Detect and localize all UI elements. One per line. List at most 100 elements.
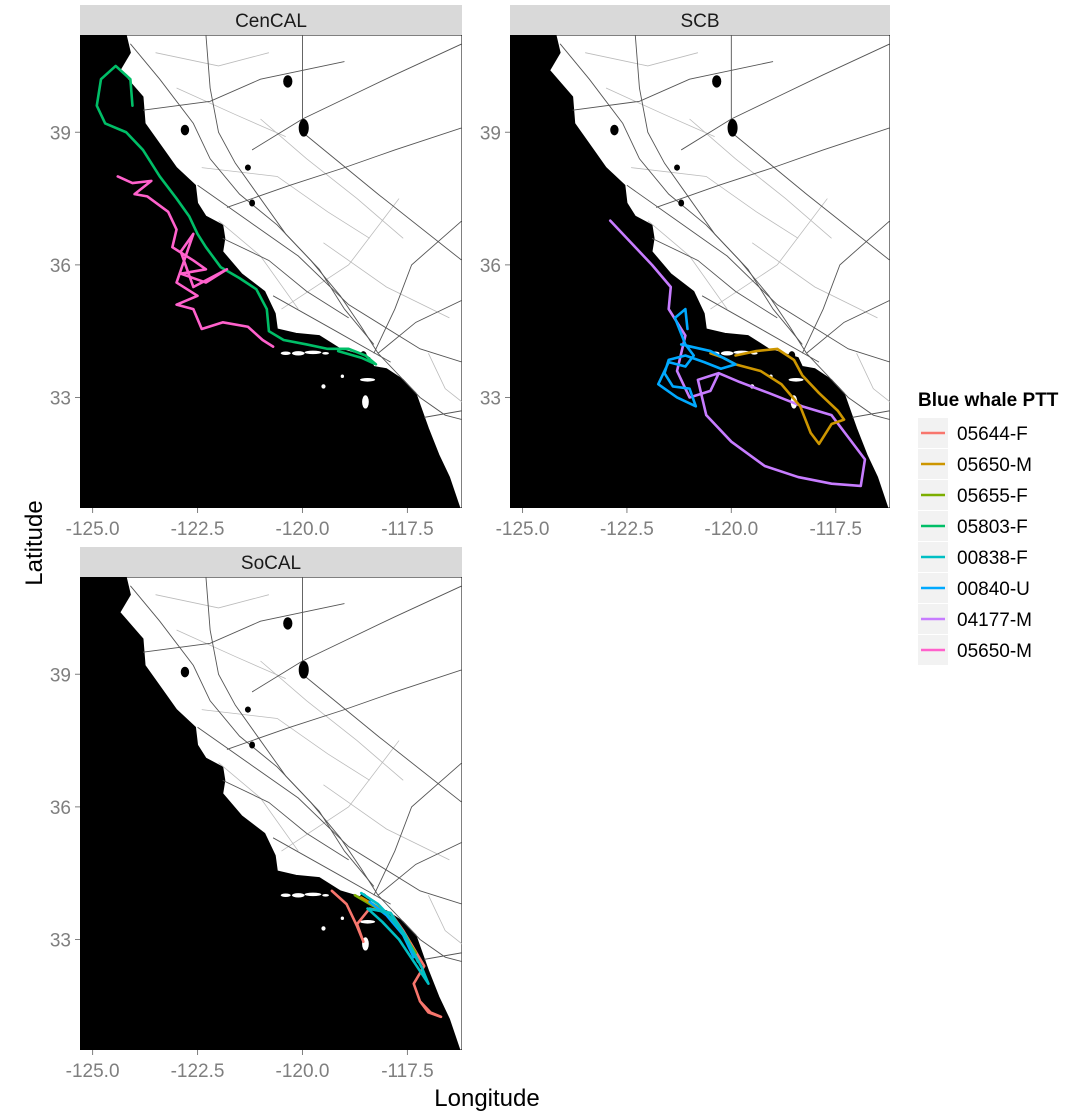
road: [730, 35, 890, 261]
road: [226, 669, 462, 750]
panel-title: CenCAL: [235, 11, 307, 32]
road: [626, 184, 890, 363]
road: [377, 352, 462, 421]
y-tick-label: 33: [480, 388, 501, 409]
road: [701, 295, 820, 363]
panel-strip: [80, 5, 462, 35]
panel-cencal: CenCAL: [80, 5, 462, 508]
y-tick-label: 39: [50, 665, 71, 686]
lake: [180, 666, 190, 678]
road: [205, 35, 375, 345]
map-area: [80, 35, 462, 508]
road-minor: [428, 353, 462, 403]
track-05650-M: [116, 175, 275, 348]
road-minor: [155, 52, 270, 67]
road: [806, 352, 890, 421]
y-tick-label: 36: [50, 798, 71, 819]
panel-title: SoCAL: [241, 553, 301, 574]
map-area: [510, 35, 912, 508]
lake: [249, 199, 256, 207]
lake: [244, 706, 251, 713]
x-tick-label: -125.0: [496, 519, 550, 540]
lake: [712, 75, 722, 88]
road: [142, 61, 345, 111]
legend-label: 05803-F: [957, 517, 1028, 538]
island: [359, 378, 376, 382]
lake: [469, 917, 484, 935]
y-tick-label: 33: [50, 930, 71, 951]
x-tick-label: -120.0: [276, 519, 330, 540]
road: [272, 295, 391, 363]
panel-socal: SoCAL: [80, 547, 484, 1050]
road: [852, 410, 890, 418]
island: [359, 920, 376, 924]
road: [377, 841, 462, 896]
island: [362, 395, 369, 409]
x-tick-label: -125.0: [66, 519, 120, 540]
road: [806, 299, 890, 354]
road: [130, 585, 379, 896]
panel-scb: SCB: [510, 5, 912, 508]
panel-strip: [80, 547, 462, 577]
road: [424, 952, 462, 960]
land: [119, 35, 462, 508]
y-tick-label: 39: [480, 123, 501, 144]
x-axis-title: Longitude: [434, 1085, 539, 1112]
panel-title: SCB: [680, 11, 719, 32]
lake: [283, 75, 293, 88]
legend: Blue whale PTT 05644-F 05650-M 05655-F 0580…: [918, 390, 1059, 665]
track-00840-U: [656, 307, 737, 408]
lake: [298, 660, 309, 679]
road: [142, 603, 345, 653]
x-tick-label: -122.5: [171, 1061, 225, 1082]
road: [226, 127, 462, 208]
track-04177-M: [608, 219, 867, 488]
road-minor: [751, 242, 878, 319]
track-layer: [330, 889, 443, 1019]
legend-label: 00838-F: [957, 548, 1028, 569]
road: [377, 894, 462, 963]
road-minor: [201, 167, 370, 239]
x-tick-label: -120.0: [704, 519, 758, 540]
road-minor: [260, 660, 404, 781]
legend-title: Blue whale PTT: [918, 390, 1059, 411]
road: [572, 61, 774, 111]
road-minor: [176, 87, 286, 138]
road: [197, 184, 462, 363]
track-05650-M: [709, 347, 846, 446]
road-minor: [710, 198, 828, 310]
road: [222, 237, 349, 319]
road: [251, 585, 462, 693]
x-tick-label: -125.0: [66, 1061, 120, 1082]
road: [424, 410, 462, 418]
map-area: [80, 577, 484, 1050]
x-tick-label: -120.0: [276, 1061, 330, 1082]
island: [304, 892, 322, 897]
island: [322, 893, 329, 897]
road-minor: [323, 242, 450, 319]
x-tick-label: -117.5: [809, 519, 861, 540]
road: [197, 726, 462, 905]
track-00838-F: [359, 891, 430, 985]
road: [801, 220, 890, 354]
y-tick-label: 39: [50, 123, 71, 144]
legend-label: 05650-M: [957, 455, 1032, 476]
track-00840-U: [368, 900, 416, 959]
road-minor: [155, 594, 270, 609]
road: [205, 577, 375, 887]
track-05803-F: [95, 64, 378, 366]
road-minor: [201, 709, 370, 781]
y-tick-label: 36: [50, 256, 71, 277]
lake: [897, 375, 912, 393]
island: [720, 351, 734, 356]
road: [373, 220, 462, 354]
lake: [610, 124, 619, 136]
road-minor: [281, 740, 400, 852]
lake: [283, 617, 293, 630]
x-tick-label: -117.5: [381, 1061, 433, 1082]
legend-label: 04177-M: [957, 610, 1032, 631]
legend-label: 05655-F: [957, 486, 1028, 507]
road-minor: [856, 353, 890, 403]
x-tick-label: -117.5: [381, 519, 433, 540]
road: [559, 43, 807, 354]
